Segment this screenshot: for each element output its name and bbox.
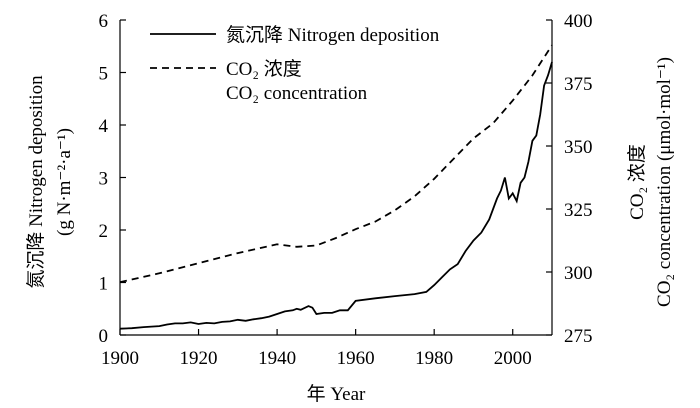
legend-label-co2-en: CO₂ concentration bbox=[226, 83, 368, 104]
x-tick-label: 1940 bbox=[258, 348, 296, 369]
x-tick-label: 1980 bbox=[415, 348, 453, 369]
y-right-tick-label: 375 bbox=[564, 74, 593, 95]
x-axis-title: 年 Year bbox=[307, 383, 366, 405]
y-axis-right-title-line2: CO₂ concentration (μmol·mol⁻¹) bbox=[654, 57, 675, 307]
y-ticks-right: 275 300 325 350 375 400 bbox=[546, 11, 593, 347]
y-axis-left-title-line1: 氮沉降 Nitrogen deposition bbox=[25, 75, 47, 289]
y-axis-right-title-line1: CO₂ 浓度 bbox=[626, 144, 648, 220]
legend: 氮沉降 Nitrogen deposition CO₂ 浓度 CO₂ conce… bbox=[150, 24, 440, 104]
y-left-tick-label: 6 bbox=[99, 11, 109, 32]
y-right-tick-label: 350 bbox=[564, 137, 593, 158]
x-tick-label: 2000 bbox=[494, 348, 532, 369]
legend-label-nitrogen: 氮沉降 Nitrogen deposition bbox=[226, 24, 440, 46]
series-line-nitrogen bbox=[119, 61, 553, 330]
y-right-tick-label: 400 bbox=[564, 11, 593, 32]
y-right-tick-label: 325 bbox=[564, 200, 593, 221]
x-ticks: 1900 1920 1940 1960 1980 2000 bbox=[101, 329, 532, 369]
y-right-tick-label: 300 bbox=[564, 263, 593, 284]
x-tick-label: 1960 bbox=[337, 348, 375, 369]
legend-label-co2: CO₂ 浓度 bbox=[226, 58, 302, 80]
series-line-co2 bbox=[119, 44, 553, 283]
y-right-tick-label: 275 bbox=[564, 326, 593, 347]
x-tick-label: 1900 bbox=[101, 348, 139, 369]
y-left-tick-label: 4 bbox=[99, 116, 109, 137]
y-left-tick-label: 1 bbox=[99, 274, 109, 295]
y-ticks-left: 0 1 2 3 4 5 6 bbox=[99, 11, 126, 347]
x-tick-label: 1920 bbox=[180, 348, 218, 369]
y-left-tick-label: 5 bbox=[99, 64, 109, 85]
y-left-tick-label: 2 bbox=[99, 221, 109, 242]
y-axis-left-title-line2: (g N·m⁻²·a⁻¹) bbox=[54, 128, 75, 236]
y-left-tick-label: 3 bbox=[99, 169, 109, 190]
y-left-tick-label: 0 bbox=[99, 326, 109, 347]
